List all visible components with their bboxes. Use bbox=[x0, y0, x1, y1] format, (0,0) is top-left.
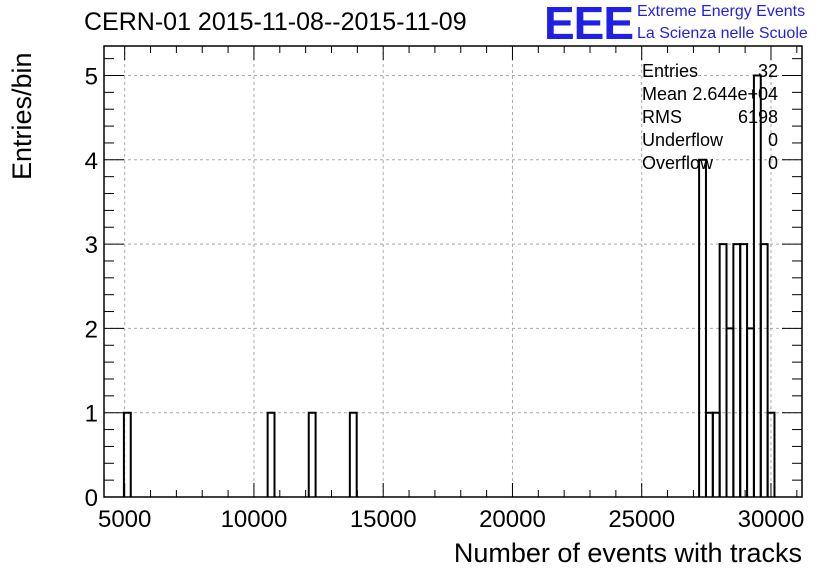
histogram-bin bbox=[704, 411, 714, 497]
eee-logo: EEE bbox=[544, 0, 634, 49]
x-tick-label: 5000 bbox=[98, 506, 151, 533]
stats-value: 0 bbox=[768, 153, 778, 173]
x-tick-label: 25000 bbox=[608, 506, 675, 533]
histogram-layer bbox=[122, 74, 776, 497]
grid-layer bbox=[104, 46, 802, 497]
y-tick-label: 5 bbox=[85, 64, 98, 91]
histogram-bin bbox=[718, 243, 728, 497]
histogram-bin bbox=[752, 74, 762, 497]
y-tick-label: 4 bbox=[85, 148, 98, 175]
histogram-bin bbox=[739, 243, 749, 497]
x-tick-label: 30000 bbox=[738, 506, 805, 533]
y-tick-label: 2 bbox=[85, 316, 98, 343]
x-axis-label: Number of events with tracks bbox=[454, 538, 802, 568]
x-tick-label: 20000 bbox=[479, 506, 546, 533]
histogram-bin bbox=[348, 411, 358, 497]
histogram-bin bbox=[766, 411, 776, 497]
plot-frame bbox=[103, 45, 803, 498]
eee-logo-mark: EEE bbox=[544, 0, 634, 49]
y-tick-label: 1 bbox=[85, 401, 98, 428]
stats-value: 0 bbox=[768, 130, 778, 150]
stats-value: 2.644e+04 bbox=[692, 84, 778, 104]
histogram-bin bbox=[759, 243, 769, 497]
stats-label: RMS bbox=[642, 107, 682, 127]
histogram-bin bbox=[122, 411, 132, 497]
histogram-bin bbox=[266, 411, 276, 497]
logo-line-2: La Scienza nelle Scuole bbox=[637, 25, 808, 42]
histogram-bin bbox=[698, 158, 707, 497]
stats-box: Entries 32 Mean 2.644e+04 RMS 6198 Underflow 0 O… bbox=[642, 61, 778, 173]
stats-label: Overflow bbox=[642, 153, 714, 173]
x-tick-label: 15000 bbox=[350, 506, 417, 533]
histogram-bin bbox=[307, 411, 317, 497]
y-tick-label: 3 bbox=[85, 232, 98, 259]
histogram-bin bbox=[732, 243, 742, 497]
histogram-bin bbox=[711, 411, 721, 497]
axis-layer: 5000 10000 15000 20000 25000 30000 0 1 2 3 4 5 bbox=[85, 45, 805, 533]
logo-line-1: Extreme Energy Events bbox=[637, 3, 806, 20]
chart-title: CERN-01 2015-11-08--2015-11-09 bbox=[84, 8, 467, 36]
x-tick-label: 10000 bbox=[221, 506, 288, 533]
stats-label: Entries bbox=[642, 61, 698, 81]
stats-value: 32 bbox=[758, 61, 778, 81]
y-tick-label: 0 bbox=[85, 485, 98, 512]
y-axis-label: Entries/bin bbox=[7, 52, 37, 180]
stats-label: Mean bbox=[642, 84, 687, 104]
stats-value: 6198 bbox=[738, 107, 778, 127]
stats-label: Underflow bbox=[642, 130, 724, 150]
